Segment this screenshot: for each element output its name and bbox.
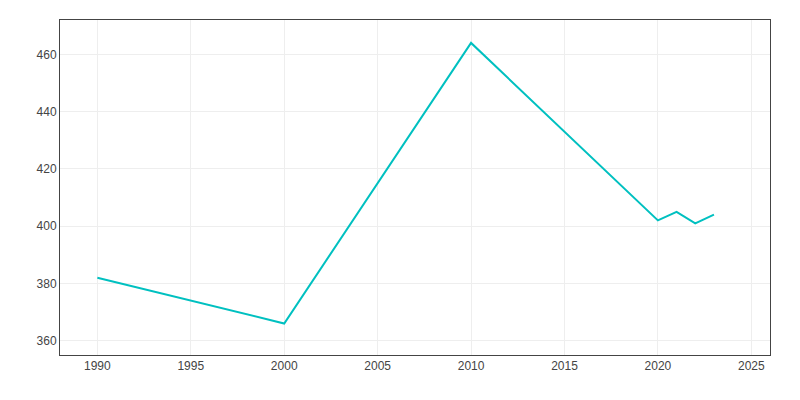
svg-text:400: 400 xyxy=(37,219,57,233)
svg-text:2020: 2020 xyxy=(645,359,672,373)
svg-text:2010: 2010 xyxy=(458,359,485,373)
svg-text:2005: 2005 xyxy=(364,359,391,373)
svg-text:420: 420 xyxy=(37,162,57,176)
svg-text:2025: 2025 xyxy=(738,359,765,373)
svg-text:1995: 1995 xyxy=(177,359,204,373)
svg-text:2000: 2000 xyxy=(271,359,298,373)
svg-text:360: 360 xyxy=(37,334,57,348)
svg-text:2015: 2015 xyxy=(551,359,578,373)
svg-text:440: 440 xyxy=(37,105,57,119)
svg-text:460: 460 xyxy=(37,48,57,62)
svg-text:380: 380 xyxy=(37,277,57,291)
svg-text:1990: 1990 xyxy=(84,359,111,373)
